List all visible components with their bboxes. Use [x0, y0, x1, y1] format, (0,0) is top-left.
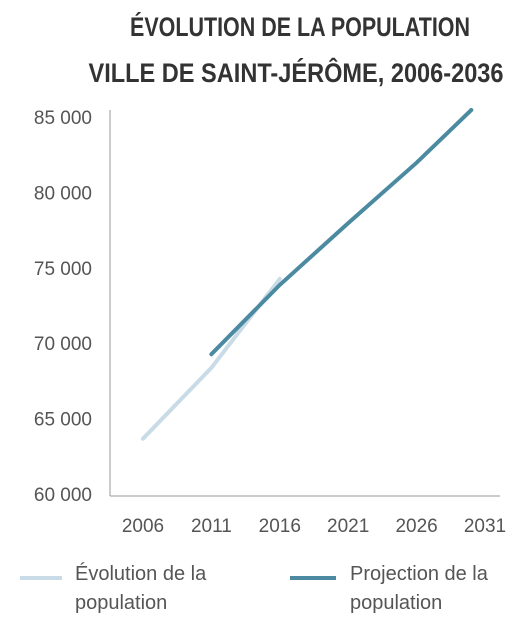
legend-label: Projection de la population: [350, 563, 488, 614]
x-tick-label: 2031: [464, 516, 506, 537]
x-tick-label: 2011: [191, 516, 232, 537]
x-tick-label: 2026: [395, 516, 437, 537]
x-tick-label: 2021: [327, 516, 369, 537]
y-tick-label: 80 000: [34, 183, 92, 204]
y-tick-label: 85 000: [34, 108, 92, 129]
chart-subtitle: VILLE DE SAINT-JÉRÔME, 2006-2036: [89, 57, 504, 88]
x-tick-label: 2006: [122, 516, 164, 537]
x-tick-label: 2016: [259, 516, 301, 537]
chart-title: ÉVOLUTION DE LA POPULATION: [130, 11, 470, 42]
y-tick-label: 70 000: [34, 334, 92, 355]
y-tick-label: 65 000: [34, 410, 92, 431]
legend-label: Évolution de la population: [75, 563, 207, 614]
y-tick-label: 75 000: [34, 259, 92, 280]
series-line: [209, 108, 474, 357]
y-tick-label: 60 000: [34, 485, 92, 506]
series-line: [141, 276, 282, 441]
